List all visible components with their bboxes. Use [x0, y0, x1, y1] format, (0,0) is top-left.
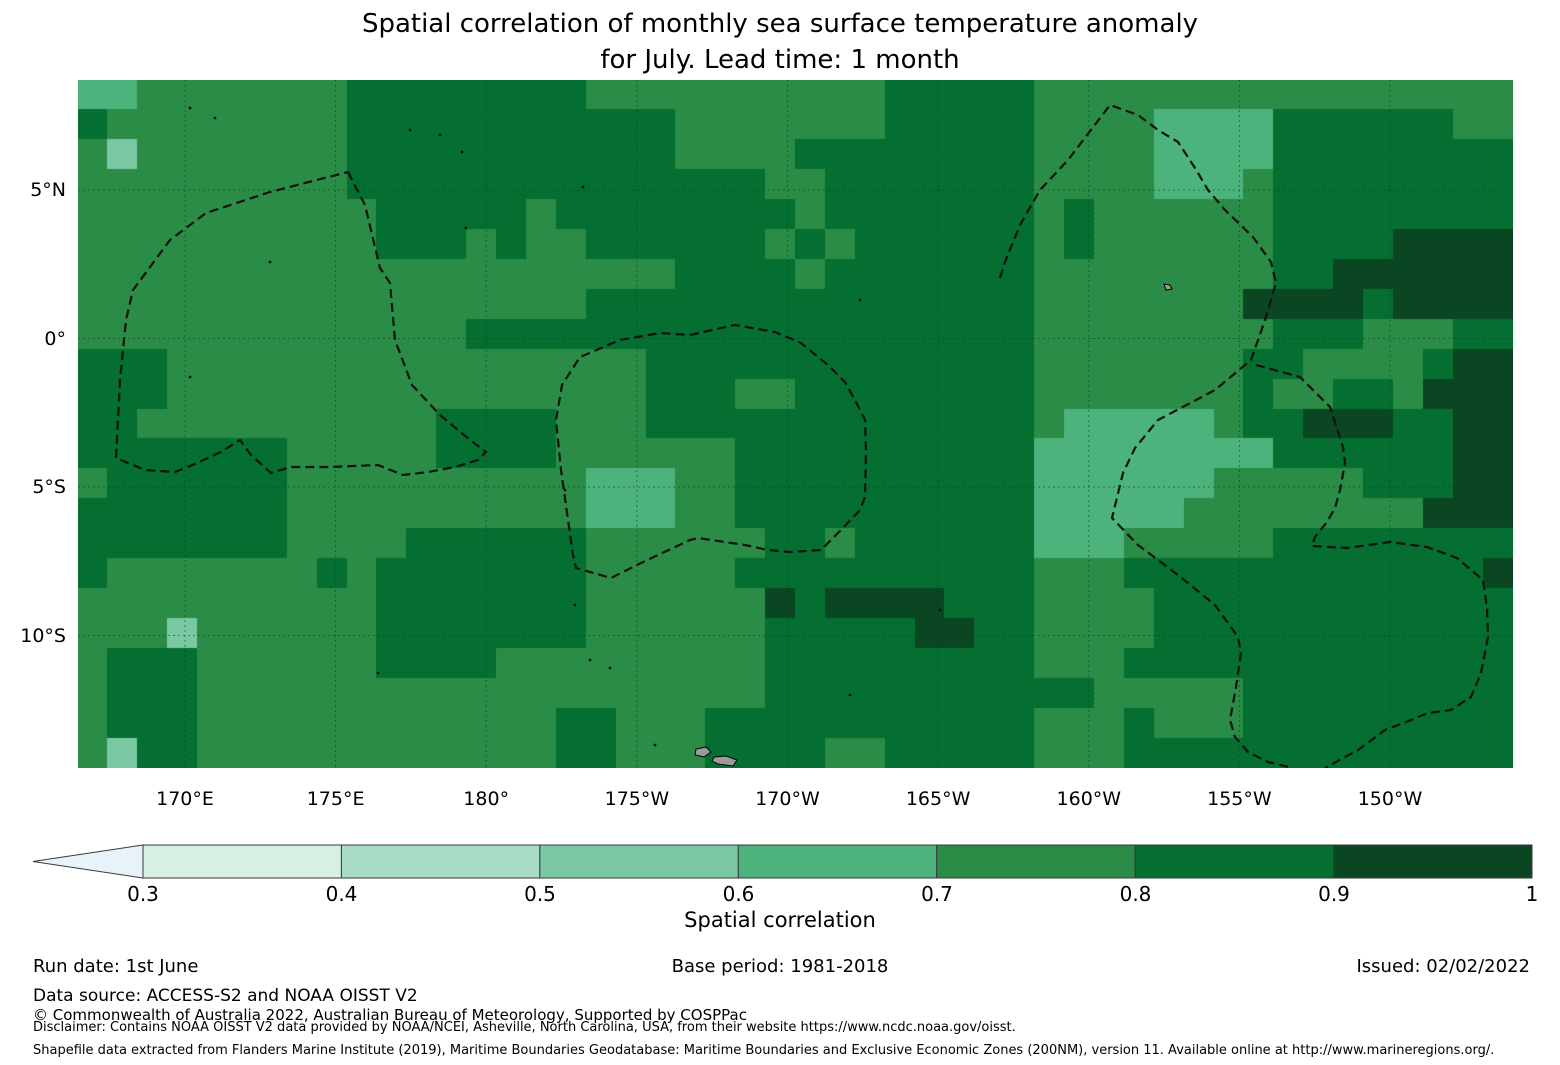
x-tick-label: 160°W: [1056, 788, 1122, 810]
islet-dot: [563, 488, 567, 492]
x-tick-label: 170°E: [156, 788, 214, 810]
x-tick-label: 170°W: [755, 788, 820, 810]
colorbar-segment: [539, 844, 739, 879]
data-source-text: Data source: ACCESS-S2 and NOAA OISST V2: [33, 986, 418, 1006]
colorbar-tick-label: 0.8: [1119, 882, 1152, 906]
islet-dot: [460, 150, 464, 154]
disclaimer-text: Disclaimer: Contains NOAA OISST V2 data …: [33, 1020, 1016, 1035]
colorbar-segment: [340, 844, 541, 879]
island-small: [1163, 283, 1173, 291]
islet-dot: [848, 693, 852, 697]
eez-tokelau-boundary: [554, 323, 868, 580]
run-date-text: Run date: 1st June: [33, 956, 199, 977]
eez-french-polynesia-boundary: [1255, 363, 1490, 768]
y-tick-label: 0°: [44, 327, 66, 350]
map-overlay-svg: [78, 80, 1513, 768]
chart-title-line2: for July. Lead time: 1 month: [600, 45, 960, 75]
colorbar-segment: [737, 844, 938, 879]
chart-title: Spatial correlation of monthly sea surfa…: [0, 6, 1560, 78]
colorbar-tick-label: 0.9: [1318, 882, 1350, 906]
islet-dot: [588, 658, 592, 662]
islet-dot: [464, 226, 468, 230]
islet-dot: [438, 133, 442, 137]
islet-dot: [188, 375, 192, 379]
colorbar-segment: [1134, 844, 1335, 879]
islet-dot: [268, 260, 272, 264]
eez-cook-islands-boundary: [998, 103, 1294, 768]
colorbar: [32, 844, 1533, 879]
x-tick-label: 175°W: [604, 788, 670, 810]
colorbar-underflow-arrow: [32, 844, 144, 879]
islet-dot: [608, 666, 612, 670]
x-tick-label: 150°W: [1357, 788, 1423, 810]
y-tick-label: 5°N: [30, 179, 66, 201]
colorbar-segment: [936, 844, 1136, 879]
islet-dot: [581, 185, 585, 189]
islet-dot: [213, 116, 217, 120]
islet-dot: [408, 128, 412, 132]
issued-date-text: Issued: 02/02/2022: [1356, 956, 1530, 977]
x-tick-label: 175°E: [306, 788, 365, 810]
correlation-heatmap-canvas: [78, 80, 1513, 768]
y-tick-label: 5°S: [32, 476, 66, 498]
colorbar-label: Spatial correlation: [684, 908, 876, 932]
colorbar-segment: [1333, 844, 1533, 879]
islet-dot: [573, 603, 577, 607]
footer-meta-row: Run date: 1st June Base period: 1981-201…: [0, 956, 1560, 980]
islet-dot: [653, 743, 657, 747]
islet-dot: [858, 298, 862, 302]
colorbar-tick-label: 0.5: [524, 882, 556, 906]
colorbar-ticks: 0.3 0.4 0.5 0.6 0.7 0.8 0.9 1: [0, 882, 1560, 908]
islet-dot: [938, 608, 942, 612]
longitude-axis: 170°E 175°E 180° 175°W 170°W 165°W 160°W 155°W 1…: [0, 788, 1560, 814]
islet-dot: [376, 671, 380, 675]
copyright-text: © Commonwealth of Australia 2022, Austra…: [33, 1006, 747, 1024]
colorbar-tick-label: 0.6: [722, 882, 755, 906]
colorbar-tick-label: 1: [1525, 882, 1539, 906]
x-tick-label: 165°W: [905, 788, 971, 810]
colorbar-tick-label: 0.4: [325, 882, 358, 906]
colorbar-tick-label: 0.7: [921, 882, 953, 906]
x-tick-label: 155°W: [1207, 788, 1272, 810]
latitude-axis: 5°N 0° 5°S 10°S: [0, 0, 66, 1065]
base-period-text: Base period: 1981-2018: [671, 956, 889, 977]
islet-dot: [188, 106, 192, 110]
chart-title-line1: Spatial correlation of monthly sea surfa…: [361, 9, 1199, 39]
x-tick-label: 180°: [463, 788, 510, 810]
map-plot-area: [78, 80, 1513, 768]
colorbar-tick-label: 0.3: [127, 882, 159, 906]
y-tick-label: 10°S: [20, 624, 66, 647]
shapefile-attribution-text: Shapefile data extracted from Flanders M…: [33, 1043, 1495, 1058]
island-upolu: [711, 755, 738, 767]
island-savaii: [694, 746, 712, 758]
colorbar-segment: [142, 844, 342, 879]
eez-tuvalu-boundary: [114, 170, 488, 477]
